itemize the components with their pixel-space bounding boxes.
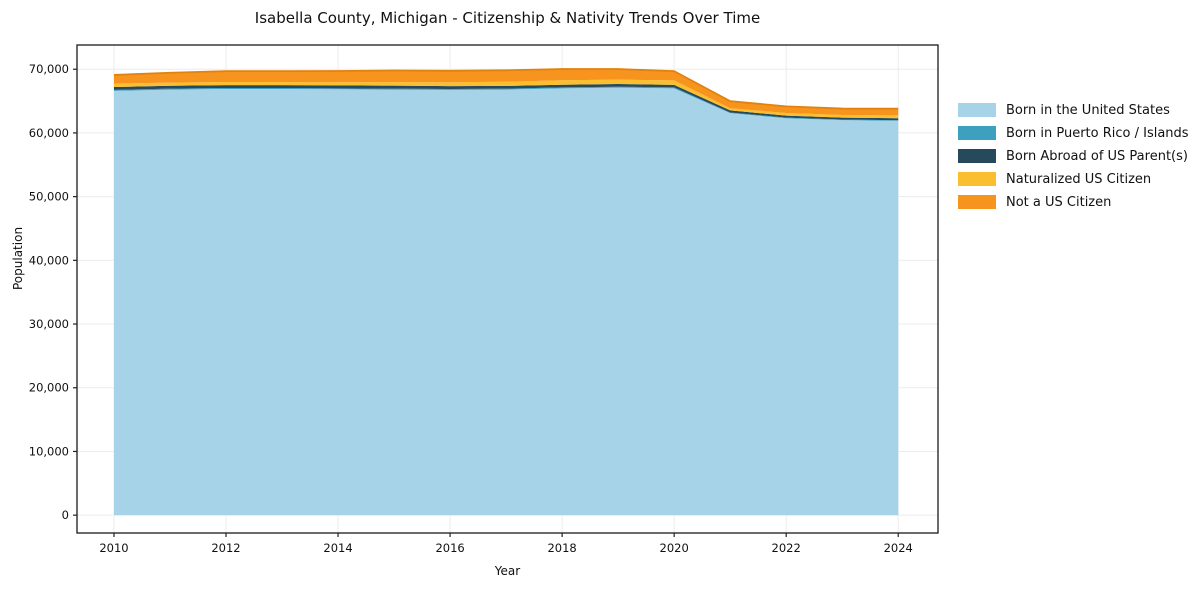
area-band-born-in-the-united-states — [113, 87, 899, 516]
legend-label: Born in the United States — [1006, 102, 1170, 118]
legend-swatch — [958, 149, 996, 163]
area-band-not-a-us-citizen — [113, 69, 899, 116]
y-tick-label: 50,000 — [29, 190, 69, 204]
x-tick-label: 2018 — [547, 541, 576, 555]
x-tick-label: 2014 — [323, 541, 352, 555]
legend-swatch — [958, 103, 996, 117]
y-tick-label: 0 — [62, 508, 69, 522]
legend-label: Born Abroad of US Parent(s) — [1006, 148, 1188, 164]
legend: Born in the United States Born in Puerto … — [958, 102, 1189, 210]
y-tick-label: 70,000 — [29, 62, 69, 76]
x-tick-label: 2016 — [435, 541, 464, 555]
x-tick-label: 2024 — [884, 541, 913, 555]
legend-swatch — [958, 126, 996, 140]
legend-item: Not a US Citizen — [958, 194, 1189, 210]
stack-top-edge — [113, 68, 899, 110]
x-tick-label: 2012 — [211, 541, 240, 555]
y-tick-label: 30,000 — [29, 317, 69, 331]
chart-title: Isabella County, Michigan - Citizenship … — [254, 9, 761, 27]
legend-swatch — [958, 172, 996, 186]
x-axis-label: Year — [494, 564, 521, 578]
legend-item: Born in the United States — [958, 102, 1189, 118]
legend-item: Naturalized US Citizen — [958, 171, 1189, 187]
y-tick-label: 60,000 — [29, 126, 69, 140]
legend-label: Not a US Citizen — [1006, 194, 1112, 210]
legend-label: Born in Puerto Rico / Islands — [1006, 125, 1189, 141]
legend-item: Born in Puerto Rico / Islands — [958, 125, 1189, 141]
legend-item: Born Abroad of US Parent(s) — [958, 148, 1189, 164]
legend-swatch — [958, 195, 996, 209]
x-tick-label: 2010 — [99, 541, 128, 555]
y-tick-label: 10,000 — [29, 444, 69, 458]
axes-frame — [76, 44, 939, 534]
y-tick-label: 40,000 — [29, 253, 69, 267]
legend-label: Naturalized US Citizen — [1006, 171, 1152, 187]
x-tick-label: 2020 — [660, 541, 689, 555]
x-tick-label: 2022 — [772, 541, 801, 555]
y-tick-label: 20,000 — [29, 381, 69, 395]
area-band-naturalized-us-citizen — [113, 79, 899, 119]
area-band-born-abroad-of-us-parent-s- — [113, 84, 899, 121]
